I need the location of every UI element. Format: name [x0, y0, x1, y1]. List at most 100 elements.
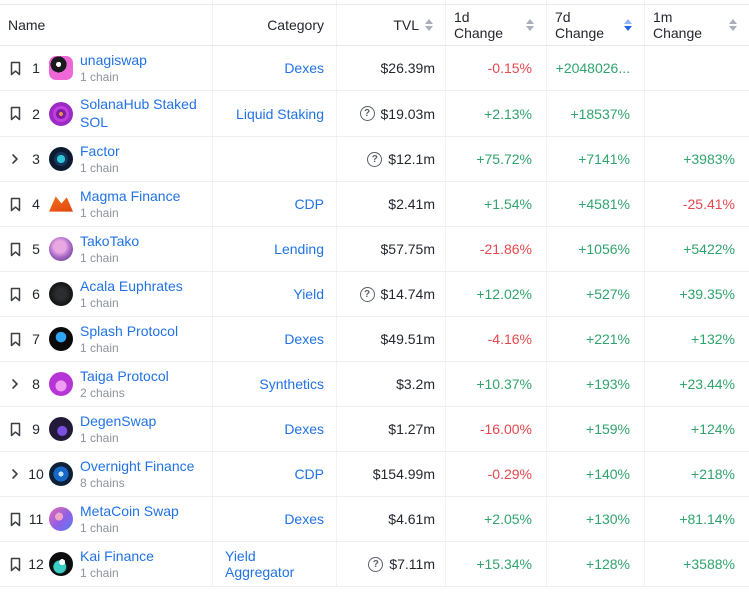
row-rank: 9	[32, 421, 40, 437]
table-row: 6 Acala Euphrates 1 chain Yield ? $14.74…	[0, 272, 749, 317]
col-header-1d-change[interactable]: 1d Change	[446, 5, 547, 45]
protocol-logo[interactable]	[49, 507, 73, 531]
table-body: 1 unagiswap 1 chain Dexes ? $26.39m -0.1…	[0, 46, 749, 587]
protocol-logo[interactable]	[49, 147, 73, 171]
change-1m-cell: +39.35%	[645, 272, 749, 316]
tvl-warning-icon[interactable]: ?	[367, 151, 383, 167]
change-1d-cell: +12.02%	[446, 272, 547, 316]
protocol-logo[interactable]	[49, 101, 73, 126]
protocol-name-link[interactable]: DegenSwap	[80, 412, 157, 429]
protocol-name-link[interactable]: Taiga Protocol	[80, 367, 169, 384]
change-7d-cell: +4581%	[547, 182, 645, 226]
category-link[interactable]: Synthetics	[259, 376, 324, 392]
bookmark-icon[interactable]	[8, 557, 22, 572]
change-1m-cell: +3983%	[645, 137, 749, 181]
tvl-value: $3.2m	[396, 376, 435, 392]
protocol-logo[interactable]	[49, 196, 73, 212]
column-divider	[0, 0, 213, 4]
change-1m-value: +5422%	[683, 241, 735, 257]
bookmark-icon[interactable]	[8, 242, 22, 257]
col-header-tvl[interactable]: TVL	[337, 5, 446, 45]
change-1m-cell: +81.14%	[645, 497, 749, 541]
chain-count: 1 chain	[80, 431, 119, 446]
protocol-logo[interactable]	[49, 552, 73, 576]
expand-chevron-icon[interactable]	[8, 378, 22, 390]
change-7d-cell: +193%	[547, 362, 645, 406]
category-link[interactable]: CDP	[294, 196, 324, 212]
protocol-name-link[interactable]: unagiswap	[80, 51, 147, 68]
sort-arrows-active-icon	[624, 19, 632, 31]
category-link[interactable]: Dexes	[284, 60, 324, 76]
category-link[interactable]: CDP	[294, 466, 324, 482]
bookmark-icon[interactable]	[8, 332, 22, 347]
change-1d-cell: -16.00%	[446, 407, 547, 451]
chain-count: 1 chain	[80, 521, 119, 536]
change-7d-value: +221%	[586, 331, 630, 347]
tvl-warning-icon[interactable]: ?	[368, 556, 384, 572]
protocol-name-link[interactable]: Magma Finance	[80, 187, 181, 204]
tvl-warning-icon[interactable]: ?	[359, 286, 375, 302]
column-divider	[337, 0, 446, 4]
col-header-1m-change[interactable]: 1m Change	[645, 5, 749, 45]
protocol-logo[interactable]	[49, 417, 73, 441]
table-row: 3 Factor 1 chain ? $12.1m +75.72% +7141%…	[0, 137, 749, 182]
protocol-logo[interactable]	[49, 327, 73, 351]
protocol-name-link[interactable]: Factor	[80, 142, 120, 159]
name-cell: 11 MetaCoin Swap 1 chain	[0, 497, 213, 541]
tvl-warning-icon[interactable]: ?	[359, 106, 375, 121]
protocol-name-block: Acala Euphrates 1 chain	[80, 278, 183, 311]
category-link[interactable]: Liquid Staking	[236, 105, 324, 122]
category-link[interactable]: Lending	[274, 241, 324, 257]
protocol-logo[interactable]	[49, 56, 73, 80]
change-1m-value: +3588%	[683, 556, 735, 572]
protocol-name-link[interactable]: SolanaHub Staked SOL	[80, 96, 197, 130]
name-cell: 3 Factor 1 chain	[0, 137, 213, 181]
protocol-logo[interactable]	[49, 372, 73, 396]
chain-count: 1 chain	[80, 70, 119, 85]
protocol-name-block: MetaCoin Swap 1 chain	[80, 503, 179, 536]
change-1m-cell: +3588%	[645, 542, 749, 586]
tvl-cell: ? $3.2m	[337, 362, 446, 406]
protocol-name-link[interactable]: Kai Finance	[80, 547, 154, 564]
category-cell: Dexes	[213, 317, 337, 361]
change-7d-value: +159%	[586, 421, 630, 437]
tvl-value: $154.99m	[372, 466, 435, 482]
change-7d-value: +193%	[586, 376, 630, 392]
column-divider	[547, 0, 645, 4]
change-1m-cell: +5422%	[645, 227, 749, 271]
protocol-logo[interactable]	[49, 237, 73, 261]
protocol-name-link[interactable]: TakoTako	[80, 232, 140, 249]
bookmark-icon[interactable]	[8, 106, 22, 121]
expand-chevron-icon[interactable]	[8, 153, 22, 165]
expand-chevron-icon[interactable]	[8, 468, 22, 480]
change-1m-cell	[645, 91, 749, 136]
change-7d-cell: +140%	[547, 452, 645, 496]
change-7d-cell: +2048026...	[547, 46, 645, 90]
protocol-name-link[interactable]: Splash Protocol	[80, 322, 179, 339]
tvl-value: $7.11m	[389, 556, 435, 572]
category-link[interactable]: Dexes	[284, 331, 324, 347]
category-link[interactable]: Dexes	[284, 511, 324, 527]
protocol-name-link[interactable]: Acala Euphrates	[80, 277, 183, 294]
category-link[interactable]: Yield	[293, 286, 324, 302]
bookmark-icon[interactable]	[8, 287, 22, 302]
change-7d-value: +7141%	[578, 151, 630, 167]
table-header-row: Name Category TVL 1d Change 7d Change 1m…	[0, 5, 749, 46]
bookmark-icon[interactable]	[8, 61, 22, 76]
protocol-logo[interactable]	[49, 462, 73, 486]
bookmark-icon[interactable]	[8, 422, 22, 437]
bookmark-icon[interactable]	[8, 197, 22, 212]
change-1d-cell: -0.15%	[446, 46, 547, 90]
sort-arrows-icon	[526, 19, 534, 31]
protocol-name-link[interactable]: Overnight Finance	[80, 457, 195, 474]
name-cell: 8 Taiga Protocol 2 chains	[0, 362, 213, 406]
category-link[interactable]: Dexes	[284, 421, 324, 437]
bookmark-icon[interactable]	[8, 512, 22, 527]
column-divider	[446, 0, 547, 4]
col-header-7d-change[interactable]: 7d Change	[547, 5, 645, 45]
protocol-name-link[interactable]: MetaCoin Swap	[80, 502, 179, 519]
category-link[interactable]: Yield Aggregator	[225, 548, 295, 580]
protocol-logo[interactable]	[49, 282, 73, 306]
name-cell: 2 SolanaHub Staked SOL	[0, 91, 213, 136]
change-1d-value: +15.34%	[476, 556, 532, 572]
